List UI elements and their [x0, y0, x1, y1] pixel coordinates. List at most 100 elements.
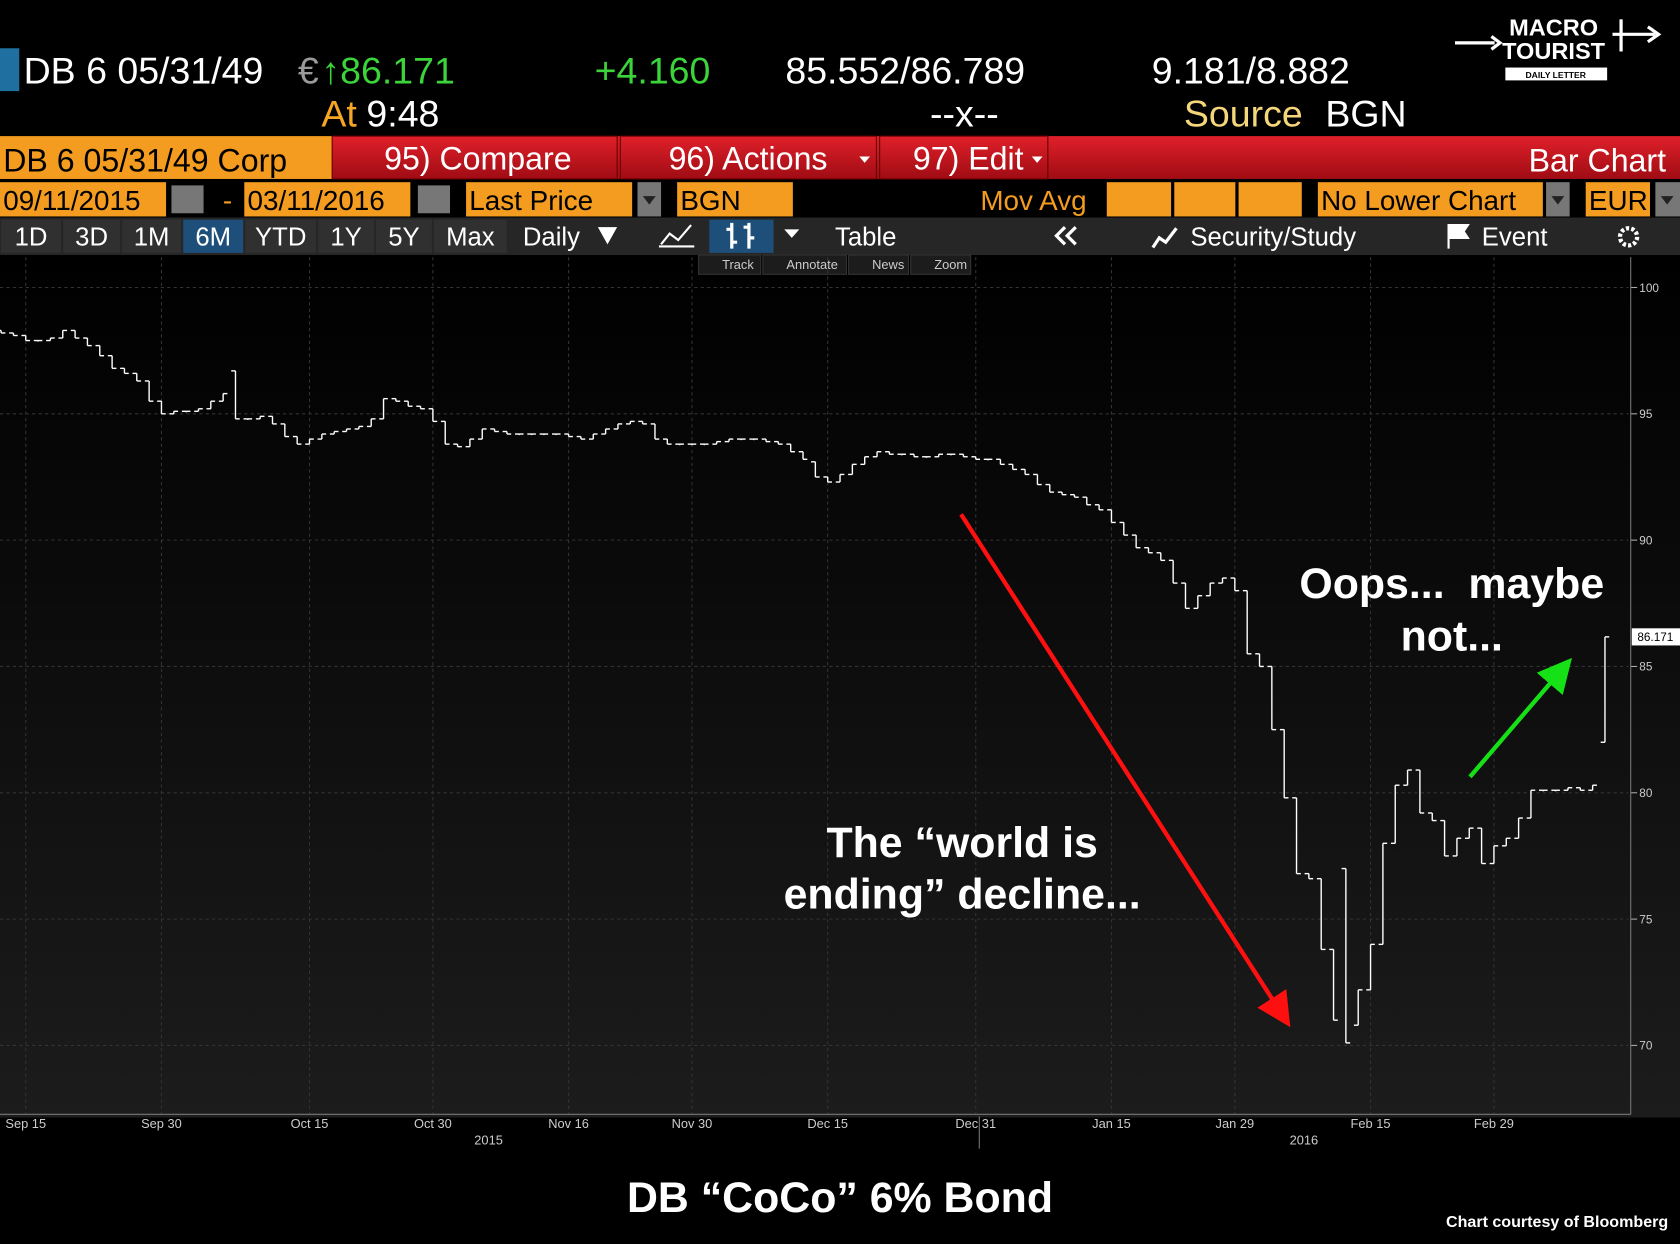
- year-label: 2016: [1290, 1132, 1319, 1147]
- y-tick-label: 100: [1639, 282, 1659, 295]
- period-button[interactable]: [183, 219, 244, 253]
- tool-button[interactable]: [762, 254, 847, 275]
- tool-label: Annotate: [786, 257, 837, 272]
- dropdown-arrow: [1660, 196, 1674, 205]
- last-price-label: 86.171: [1637, 631, 1673, 644]
- x-tick-label: Jan 15: [1092, 1116, 1131, 1131]
- table[interactable]: Table: [835, 223, 896, 251]
- study-field[interactable]: [1106, 182, 1172, 217]
- field-select[interactable]: [466, 182, 633, 217]
- study-icon: [1151, 227, 1178, 249]
- actions-button[interactable]: [619, 135, 877, 180]
- end-date: 03/11/2016: [247, 185, 384, 216]
- currency: €: [298, 50, 319, 92]
- tool-button[interactable]: [698, 254, 762, 275]
- time-label: At: [321, 92, 357, 134]
- chart-title: DB “CoCo” 6% Bond: [627, 1174, 1053, 1222]
- annotation: ending” decline...: [784, 871, 1141, 919]
- y-tick-label: 75: [1639, 913, 1653, 926]
- year-label: 2015: [474, 1132, 503, 1147]
- logo-text: DAILY LETTER: [1526, 70, 1587, 80]
- tool-label: News: [872, 257, 904, 272]
- end-date-field[interactable]: [244, 182, 411, 217]
- pricing-source-field[interactable]: [677, 182, 793, 217]
- period-button[interactable]: [376, 219, 432, 253]
- study: Mov Avg: [980, 185, 1086, 216]
- view: Bar Chart: [1529, 142, 1667, 178]
- period-label: 1D: [15, 223, 48, 251]
- settings-icon[interactable]: [1617, 226, 1640, 248]
- period-buttons: 1D 3D 1M 6M YTD 1Y 5Y Max: [1, 219, 507, 253]
- period-button[interactable]: [1, 219, 62, 253]
- security-study[interactable]: Security/Study: [1190, 223, 1356, 251]
- period-label: YTD: [255, 223, 306, 251]
- period-label: Max: [446, 223, 495, 251]
- y-tick-label: 95: [1639, 408, 1653, 421]
- line-chart-icon[interactable]: [658, 224, 695, 248]
- period-button[interactable]: [63, 219, 120, 253]
- bar-chart-button[interactable]: [709, 219, 774, 253]
- annotation: The “world is: [826, 819, 1097, 867]
- chart-currency: EUR: [1589, 185, 1648, 216]
- event[interactable]: Event: [1482, 223, 1548, 251]
- compare-button[interactable]: [331, 135, 618, 180]
- tool-button[interactable]: [910, 254, 972, 275]
- y-tick-label: 90: [1639, 534, 1653, 547]
- change: +4.160: [595, 50, 711, 92]
- tool-label: Zoom: [934, 257, 967, 272]
- period-button[interactable]: [318, 219, 374, 253]
- y-tick-label: 85: [1639, 661, 1653, 674]
- plot: 70 75 80 85 90 95 100 Sep 15 Sep 30 Oct 15 Oct 30 N…: [0, 257, 1680, 1131]
- x-tick-label: Dec 31: [955, 1116, 996, 1131]
- source: BGN: [1325, 92, 1406, 134]
- annotation: not...: [1401, 612, 1503, 660]
- frequency: Daily: [523, 223, 580, 251]
- period-label: 6M: [195, 223, 231, 251]
- lower-chart: No Lower Chart: [1321, 185, 1516, 216]
- security-field[interactable]: [0, 136, 333, 179]
- x-tick-label: Dec 15: [807, 1116, 848, 1131]
- period-button[interactable]: [122, 219, 182, 253]
- calendar-button[interactable]: [171, 185, 204, 214]
- currency-select[interactable]: [1585, 182, 1650, 217]
- chart-area: [0, 255, 1680, 1118]
- collapse-icon[interactable]: [1054, 226, 1077, 246]
- x-tick-label: Sep 30: [141, 1116, 182, 1131]
- actions: 96) Actions: [669, 140, 828, 176]
- dropdown-arrow: [642, 196, 656, 205]
- dropdown-arrow: [859, 156, 870, 163]
- dropdown-arrow: [784, 229, 800, 238]
- study-field[interactable]: [1174, 182, 1236, 217]
- dropdown-arrow: [1031, 156, 1043, 163]
- study-field[interactable]: [1238, 182, 1302, 217]
- edit-button[interactable]: [879, 135, 1049, 180]
- bar-chart-icon: [726, 222, 755, 249]
- credit: Chart courtesy of Bloomberg: [1446, 1213, 1668, 1231]
- compare: 95) Compare: [384, 140, 571, 176]
- edit: 97) Edit: [913, 140, 1024, 176]
- lower-chart-select[interactable]: [1317, 182, 1543, 217]
- start-date-field[interactable]: [0, 182, 167, 217]
- period-button[interactable]: [245, 219, 317, 253]
- header-marker: [0, 48, 20, 92]
- rebound-arrow: [1468, 657, 1573, 779]
- x-tick-label: Oct 15: [291, 1116, 329, 1131]
- calendar-button[interactable]: [417, 185, 450, 214]
- start-date: 09/11/2015: [3, 185, 140, 216]
- pricing-source: BGN: [680, 185, 740, 216]
- ticker: DB 6 05/31/49: [24, 50, 264, 92]
- period-label: 1Y: [330, 223, 361, 251]
- x-tick-label: Nov 30: [672, 1116, 713, 1131]
- tool-button[interactable]: [848, 254, 910, 275]
- time: 9:48: [366, 92, 439, 134]
- x-tick-label: Jan 29: [1216, 1116, 1255, 1131]
- flag-icon: [1447, 223, 1470, 249]
- period-button[interactable]: [433, 219, 507, 253]
- field: Last Price: [469, 185, 593, 216]
- x-tick-label: Feb 29: [1474, 1116, 1514, 1131]
- logo: MACRO TOURIST DAILY LETTER: [1455, 14, 1662, 81]
- decline-arrow: [959, 513, 1291, 1028]
- yields: 9.181/8.882: [1152, 50, 1350, 92]
- logo-text: MACRO: [1509, 14, 1598, 40]
